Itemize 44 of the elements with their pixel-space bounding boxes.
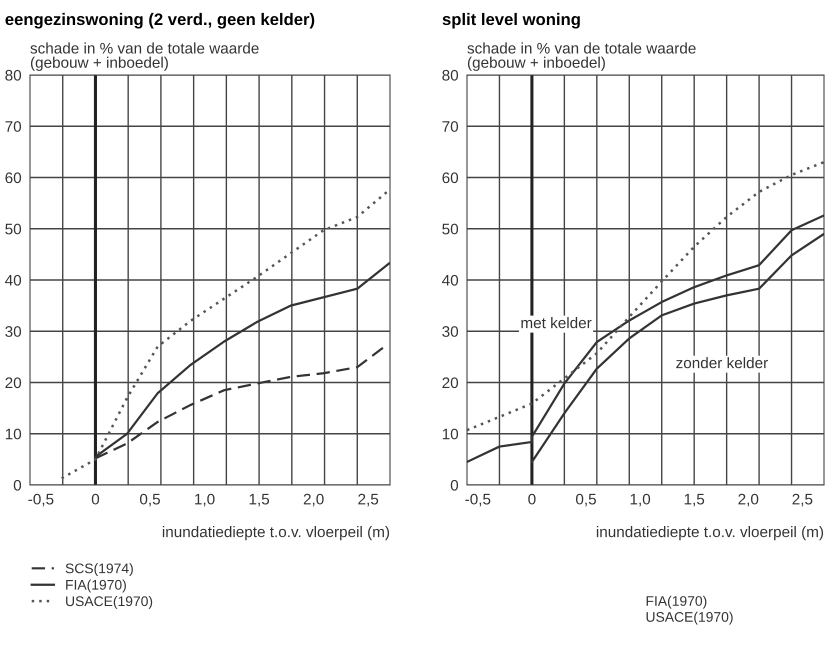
x-tick-label: 2,0 [304,494,324,506]
legend-label: FIA(1970) [66,580,126,592]
y-tick-label: 80 [442,70,458,81]
x-tick-label: -0,5 [465,494,490,506]
legend-label: SCS(1974) [66,563,133,576]
y-tick-label: 60 [442,172,458,184]
y-tick-label: 40 [442,274,458,286]
text: zonder kelder [676,357,768,368]
y-tick-label: 0 [450,480,458,491]
y-tick-label: 10 [6,428,22,440]
y-tick-label: 70 [442,121,458,132]
y-tick-label: 20 [5,377,22,388]
x-tick-label: 0,5 [140,494,160,506]
x-tick-label: 0 [528,494,536,505]
x-tick-label: 1,0 [195,494,215,506]
y-tick-label: 30 [442,326,458,337]
x-axis-title: inundatiediepte t.o.v. vloerpeil (m) [162,526,390,540]
x-tick-label: 1,5 [684,494,704,506]
series-label: met kelder [521,317,592,328]
x-tick-label: 0,5 [576,494,596,506]
text: FIA(1970) USACE(1970) [646,596,733,625]
chart-title: split level woning [442,12,580,29]
x-tick-label: 1,5 [250,494,270,506]
chart-title: eengezinswoning (2 verd., geen kelder) [5,12,314,29]
x-tick-label: 1,0 [630,494,650,506]
x-tick-label: 2,5 [358,494,378,506]
y-axis-title: schade in % van de totale waarde (gebouw + inboedel) [467,42,696,71]
x-tick-label: 0 [92,494,100,505]
y-tick-label: 10 [442,428,458,440]
y-tick-label: 40 [5,274,22,286]
x-tick-label: -0,5 [28,494,54,506]
y-tick-label: 70 [5,121,22,132]
y-tick-label: 50 [442,224,458,234]
x-axis-title: inundatiediepte t.o.v. vloerpeil (m) [596,526,824,540]
y-tick-label: 50 [5,224,22,234]
y-tick-label: 30 [5,326,22,337]
y-axis-title: schade in % van de totale waarde (gebouw + inboedel) [30,42,259,71]
legend-label: USACE(1970) [66,596,152,609]
x-tick-label: 2,5 [792,494,812,506]
y-tick-label: 80 [5,70,22,81]
y-tick-label: 20 [442,377,458,388]
y-tick-label: 60 [5,172,22,184]
x-tick-label: 2,0 [738,494,758,506]
y-tick-label: 0 [14,480,22,491]
